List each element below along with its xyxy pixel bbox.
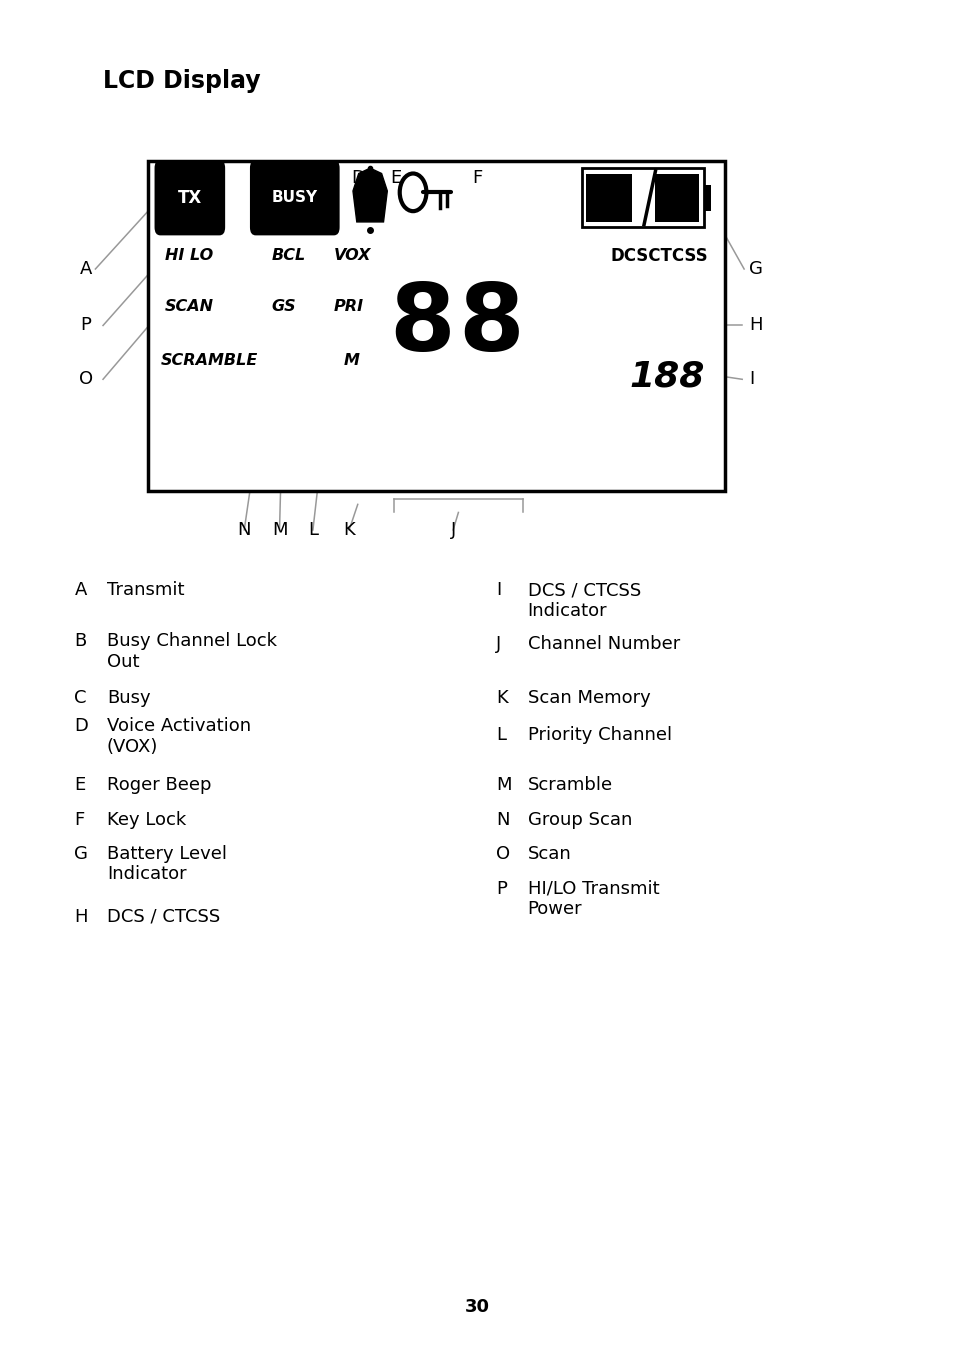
Text: D: D (74, 717, 89, 734)
Text: BCL: BCL (272, 247, 306, 264)
Text: Voice Activation
(VOX): Voice Activation (VOX) (107, 717, 251, 756)
Text: M: M (496, 776, 511, 794)
Text: G: G (74, 845, 89, 862)
Text: Roger Beep: Roger Beep (107, 776, 212, 794)
Text: C: C (74, 689, 87, 706)
Text: K: K (343, 521, 355, 539)
Text: H: H (74, 908, 88, 925)
Bar (703, 184, 710, 211)
Bar (148, 161, 724, 491)
Text: DCS / CTCSS: DCS / CTCSS (107, 908, 220, 925)
Text: O: O (496, 845, 510, 862)
Text: A: A (74, 581, 87, 599)
Text: I: I (748, 370, 754, 389)
Text: C: C (313, 168, 326, 187)
Polygon shape (353, 168, 387, 222)
Text: Channel Number: Channel Number (527, 635, 679, 652)
Text: B: B (271, 168, 282, 187)
Text: Key Lock: Key Lock (107, 811, 186, 829)
Text: O: O (79, 370, 92, 389)
Text: B: B (74, 632, 87, 650)
Text: Priority Channel: Priority Channel (527, 726, 671, 744)
Bar (655, 174, 699, 222)
Text: M: M (272, 521, 287, 539)
Bar (585, 174, 632, 222)
Text: Scan Memory: Scan Memory (527, 689, 650, 706)
Text: Battery Level
Indicator: Battery Level Indicator (107, 845, 227, 884)
Text: SCAN: SCAN (165, 299, 213, 315)
Text: 30: 30 (464, 1298, 489, 1317)
Text: HI/LO Transmit
Power: HI/LO Transmit Power (527, 880, 659, 919)
Text: Busy: Busy (107, 689, 151, 706)
Text: Group Scan: Group Scan (527, 811, 631, 829)
Text: 188: 188 (629, 359, 704, 394)
FancyBboxPatch shape (250, 160, 339, 235)
Text: TX: TX (177, 188, 202, 207)
Text: SCRAMBLE: SCRAMBLE (160, 352, 257, 369)
Text: F: F (472, 168, 481, 187)
Text: LCD Display: LCD Display (103, 69, 260, 93)
Text: Scramble: Scramble (527, 776, 612, 794)
Text: Transmit: Transmit (107, 581, 184, 599)
Text: E: E (74, 776, 86, 794)
Text: BUSY: BUSY (272, 190, 317, 206)
Text: M: M (343, 352, 359, 369)
Text: 8: 8 (458, 280, 523, 371)
Text: Busy Channel Lock
Out: Busy Channel Lock Out (107, 632, 276, 671)
Text: GS: GS (272, 299, 296, 315)
Text: L: L (496, 726, 505, 744)
Text: Scan: Scan (527, 845, 571, 862)
Bar (581, 168, 703, 227)
Text: J: J (496, 635, 501, 652)
Text: DCSCTCSS: DCSCTCSS (610, 246, 707, 265)
Text: P: P (496, 880, 506, 897)
FancyBboxPatch shape (154, 160, 225, 235)
Text: 8: 8 (390, 280, 455, 371)
Text: H: H (748, 316, 761, 335)
Text: N: N (496, 811, 509, 829)
Text: HI LO: HI LO (165, 247, 213, 264)
Text: A: A (80, 260, 91, 278)
Text: E: E (390, 168, 401, 187)
Text: D: D (351, 168, 364, 187)
Text: J: J (450, 521, 456, 539)
Text: P: P (80, 316, 91, 335)
Text: PRI: PRI (334, 299, 364, 315)
Text: I: I (496, 581, 501, 599)
Text: DCS / CTCSS
Indicator: DCS / CTCSS Indicator (527, 581, 640, 620)
Text: G: G (748, 260, 762, 278)
Text: N: N (237, 521, 251, 539)
Text: F: F (74, 811, 85, 829)
Text: L: L (308, 521, 317, 539)
Text: K: K (496, 689, 507, 706)
Text: VOX: VOX (334, 247, 371, 264)
